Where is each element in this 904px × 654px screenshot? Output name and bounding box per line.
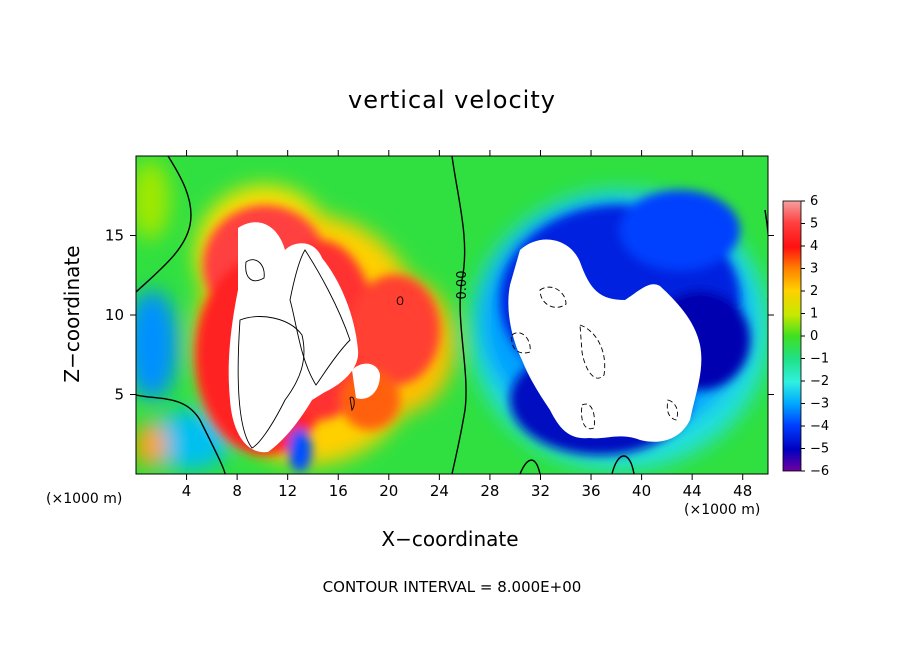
colorbar bbox=[782, 200, 802, 472]
x-tick-label: 4 bbox=[182, 482, 192, 500]
x-tick-label: 16 bbox=[329, 482, 348, 500]
y-axis-label: Z−coordinate bbox=[60, 245, 84, 383]
x-unit-label-left: (×1000 m) bbox=[46, 491, 123, 507]
zero-contours bbox=[136, 156, 768, 474]
x-tick-label: 40 bbox=[632, 482, 651, 500]
y-tick-label: 15 bbox=[105, 227, 124, 245]
y-tick-label: 5 bbox=[114, 386, 124, 404]
x-tick-label: 32 bbox=[531, 482, 550, 500]
colorbar-tick-label: −5 bbox=[810, 442, 829, 457]
x-tick-label: 36 bbox=[581, 482, 600, 500]
y-axis: 5 10 15 bbox=[105, 227, 774, 404]
x-tick-label: 44 bbox=[683, 482, 702, 500]
colorbar-tick-label: 2 bbox=[810, 284, 818, 299]
x-axis-label: X−coordinate bbox=[381, 527, 519, 551]
colorbar-tick-label: 1 bbox=[810, 307, 818, 322]
heatmap-field: 0.00 bbox=[136, 156, 768, 474]
colorbar-tick-label: 0 bbox=[810, 329, 818, 344]
colorbar-tick-label: 6 bbox=[810, 194, 818, 209]
chart-title: vertical velocity bbox=[348, 86, 556, 114]
colorbar-tick-label: −6 bbox=[810, 464, 829, 479]
colorbar-tick-label: −2 bbox=[810, 374, 829, 389]
x-tick-label: 8 bbox=[232, 482, 242, 500]
x-tick-label: 24 bbox=[430, 482, 449, 500]
x-axis: 4 8 12 16 20 24 28 32 36 40 44 48 bbox=[182, 150, 752, 500]
x-tick-label: 48 bbox=[733, 482, 752, 500]
colorbar-tick-label: −1 bbox=[810, 352, 829, 367]
downdraft-core bbox=[508, 239, 702, 442]
x-tick-label: 28 bbox=[480, 482, 499, 500]
y-tick-label: 10 bbox=[105, 306, 124, 324]
x-tick-label: 12 bbox=[278, 482, 297, 500]
x-unit-label-right: (×1000 m) bbox=[684, 502, 761, 518]
colorbar-tick-label: −4 bbox=[810, 419, 829, 434]
colorbar-tick-label: 3 bbox=[810, 262, 818, 277]
colorbar-tick-label: −3 bbox=[810, 397, 829, 412]
contour-label: 0.00 bbox=[455, 271, 470, 300]
contour-interval-note: CONTOUR INTERVAL = 8.000E+00 bbox=[322, 578, 582, 596]
colorbar-tick-label: 4 bbox=[810, 239, 818, 254]
x-tick-label: 20 bbox=[379, 482, 398, 500]
colorbar-tick-label: 5 bbox=[810, 217, 818, 232]
colorbar-ticks: 6 5 4 3 2 1 0 −1 −2 −3 −4 −5 −6 bbox=[801, 194, 829, 479]
